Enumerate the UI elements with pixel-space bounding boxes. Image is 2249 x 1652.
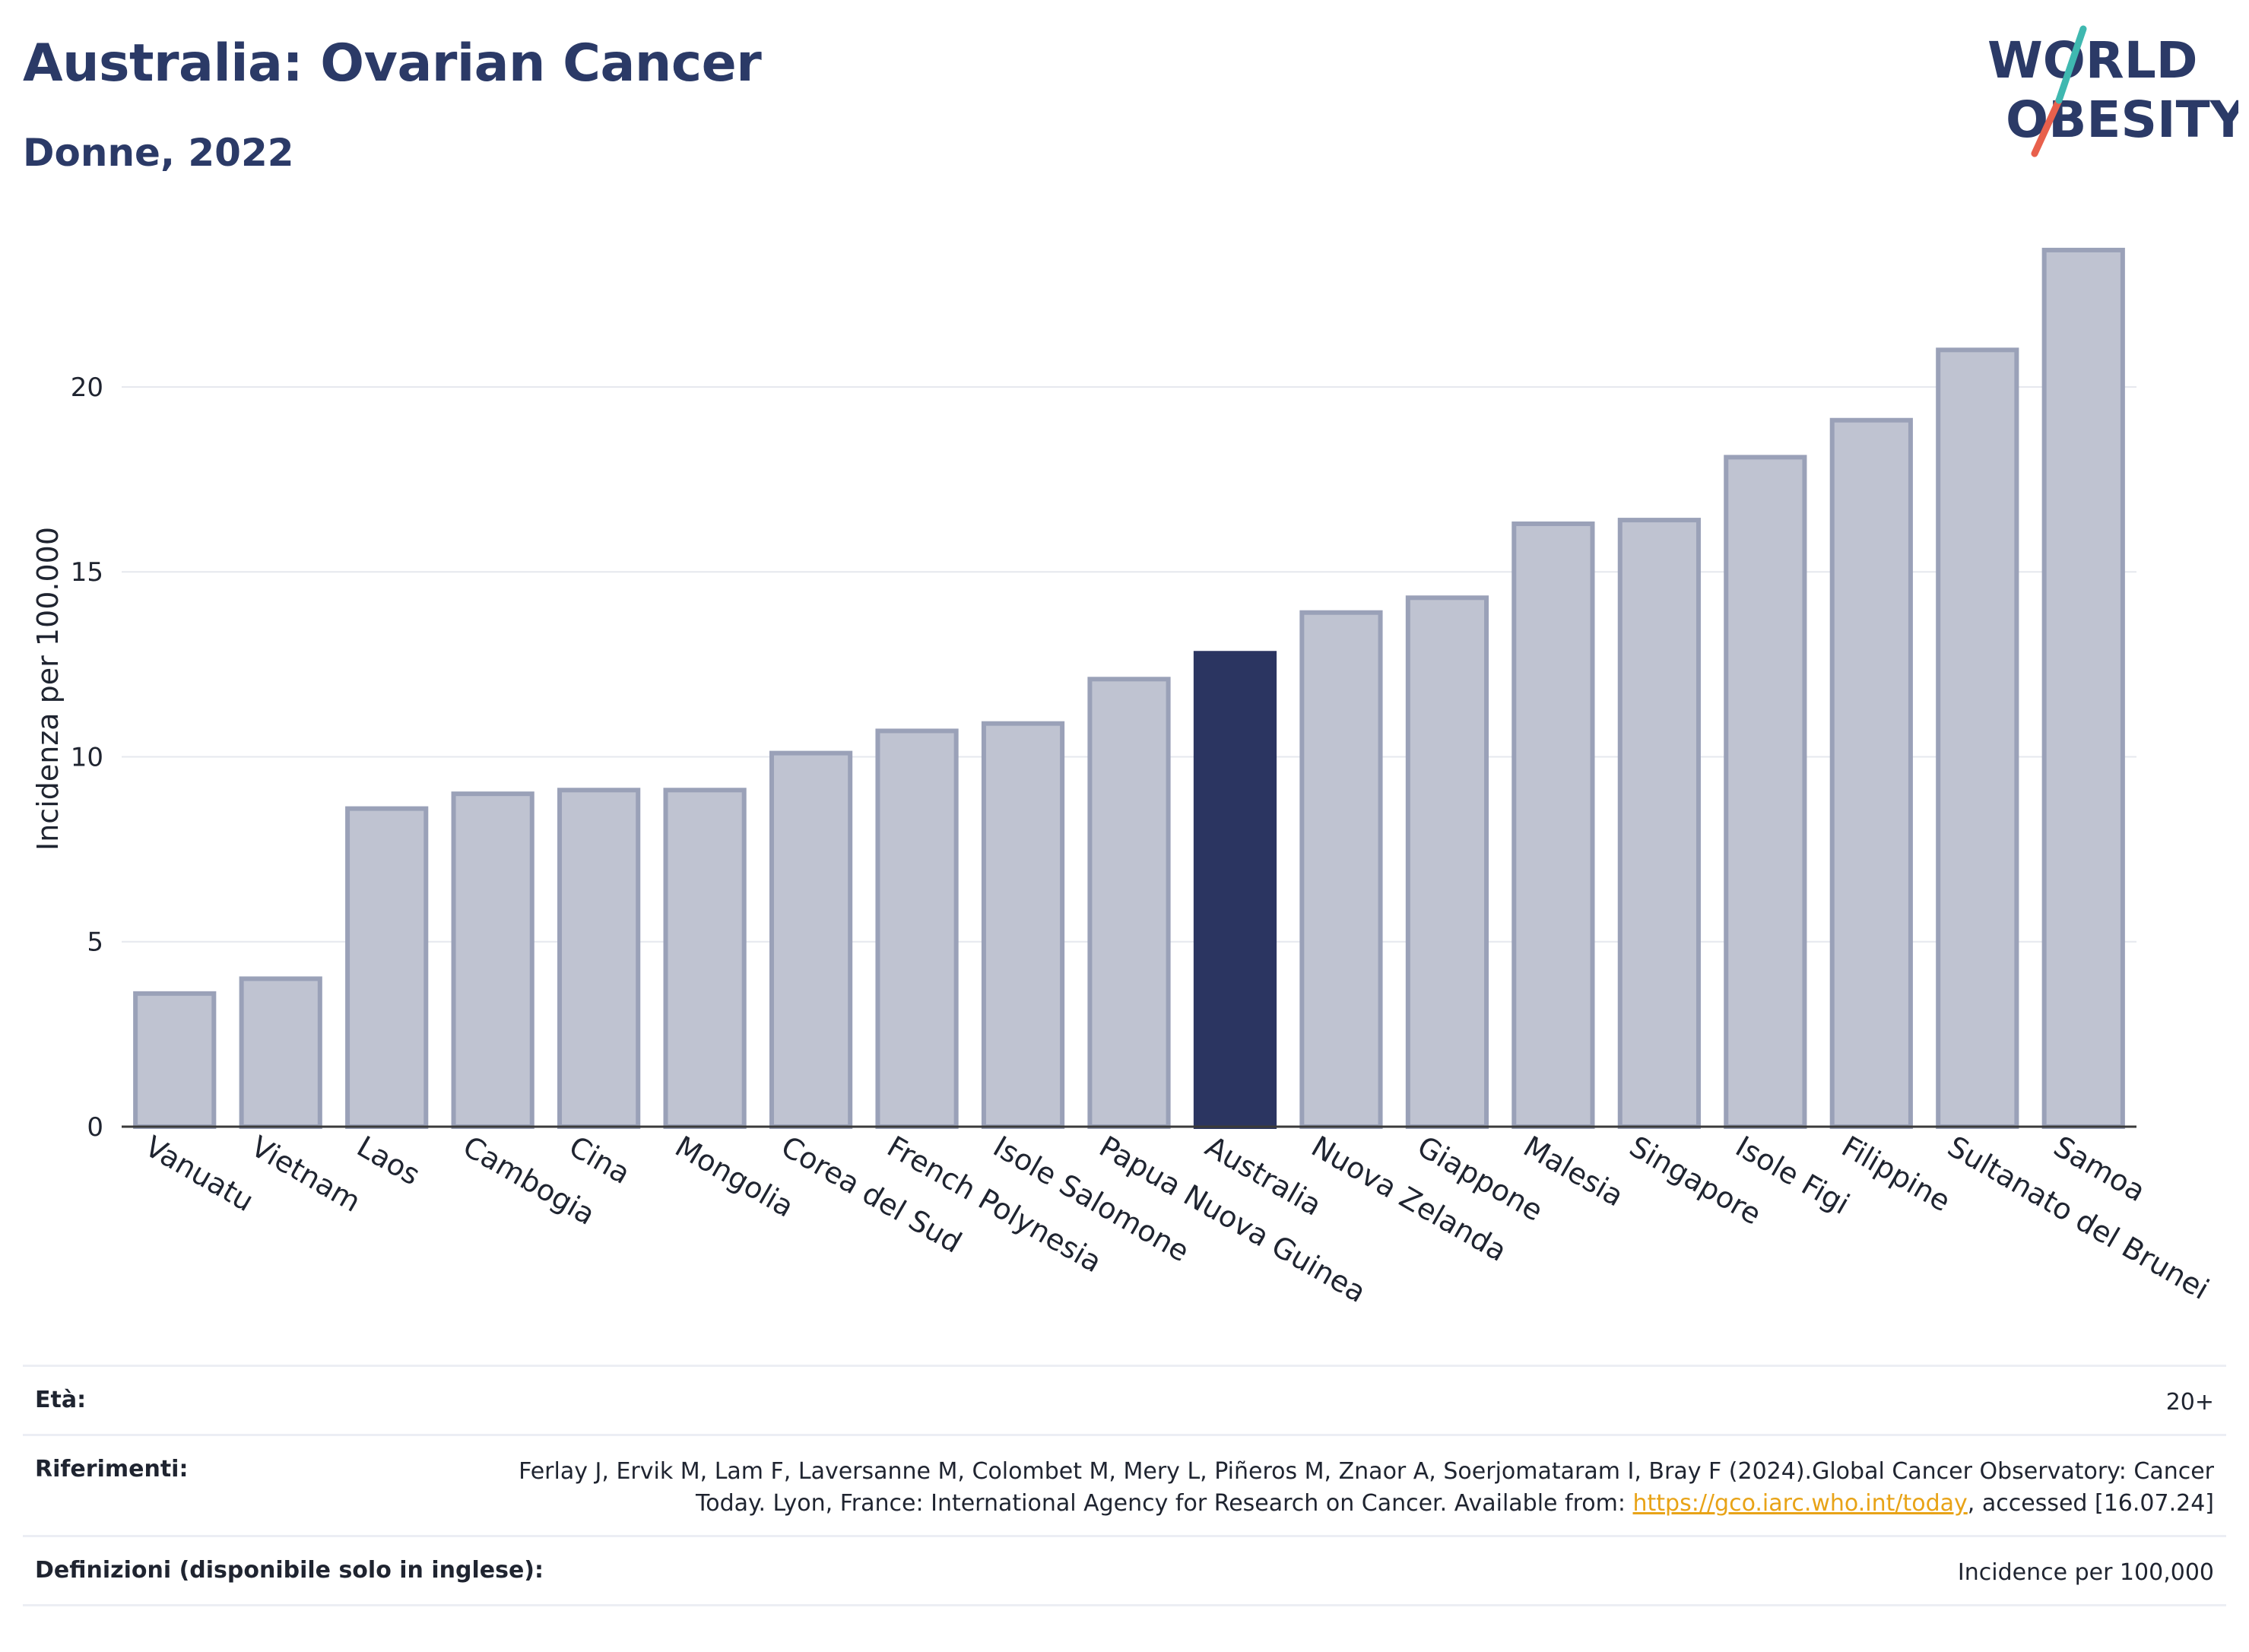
bar [239,976,322,1129]
bar [1299,610,1383,1129]
references-link[interactable]: https://gco.iarc.who.int/today [1632,1490,1968,1517]
age-label: Età: [35,1387,87,1413]
x-tick-label: Vanuatu [139,1130,259,1218]
chart-subtitle: Donne, 2022 [23,131,294,175]
bar [663,788,747,1130]
bar [1617,518,1701,1129]
bar [769,750,853,1129]
bar [981,721,1065,1129]
definitions-value: Incidence per 100,000 [1957,1559,2214,1586]
bar [557,788,641,1130]
logo-slash-red [2031,97,2063,157]
x-tick-label: Nuova Zelanda [1305,1130,1512,1268]
y-tick-label: 20 [71,373,103,403]
bar [1724,455,1807,1129]
world-obesity-logo: WORLD OBESITY [1987,25,2238,157]
bar [1936,347,2019,1129]
x-tick-label: Filippine [1836,1130,1956,1219]
info-row-references: Riferimenti: Ferlay J, Ervik M, Lam F, L… [23,1434,2226,1535]
x-tick-label: Laos [351,1130,426,1192]
references-text-2: , accessed [16.07.24] [1967,1490,2214,1517]
references-label: Riferimenti: [35,1456,189,1482]
bar [875,728,959,1129]
x-tick-label: Cina [563,1130,636,1191]
info-table: Età: 20+ Riferimenti: Ferlay J, Ervik M,… [23,1365,2226,1606]
logo-line1: WORLD [1987,31,2198,90]
bar [133,991,217,1130]
logo-slash-teal [2055,25,2087,104]
info-row-definitions: Definizioni (disponibile solo in inglese… [23,1535,2226,1606]
definitions-label: Definizioni (disponibile solo in inglese… [35,1557,544,1584]
bar [1829,417,1913,1129]
bar-highlight [1193,651,1277,1129]
x-tick-label: Vietnam [246,1130,366,1219]
info-row-age: Età: 20+ [23,1365,2226,1434]
age-value: 20+ [2165,1389,2214,1416]
chart-title: Australia: Ovarian Cancer [23,33,762,94]
x-tick-label: Corea del Sud [776,1130,967,1260]
y-tick-label: 10 [71,742,103,772]
bar [1405,595,1489,1129]
y-axis-title: Incidenza per 100.000 [31,527,65,851]
bar [345,806,429,1129]
x-tick-label: Mongolia [670,1130,800,1224]
bar [2041,247,2125,1129]
references-text-1: Ferlay J, Ervik M, Lam F, Laversanne M, … [519,1458,2214,1517]
bar [1087,677,1171,1129]
bar [451,791,534,1129]
y-tick-label: 0 [87,1112,103,1143]
y-tick-label: 15 [71,557,103,588]
references-value: Ferlay J, Ervik M, Lam F, Laversanne M, … [465,1456,2214,1520]
y-tick-label: 5 [87,927,103,958]
bar [1511,521,1595,1129]
